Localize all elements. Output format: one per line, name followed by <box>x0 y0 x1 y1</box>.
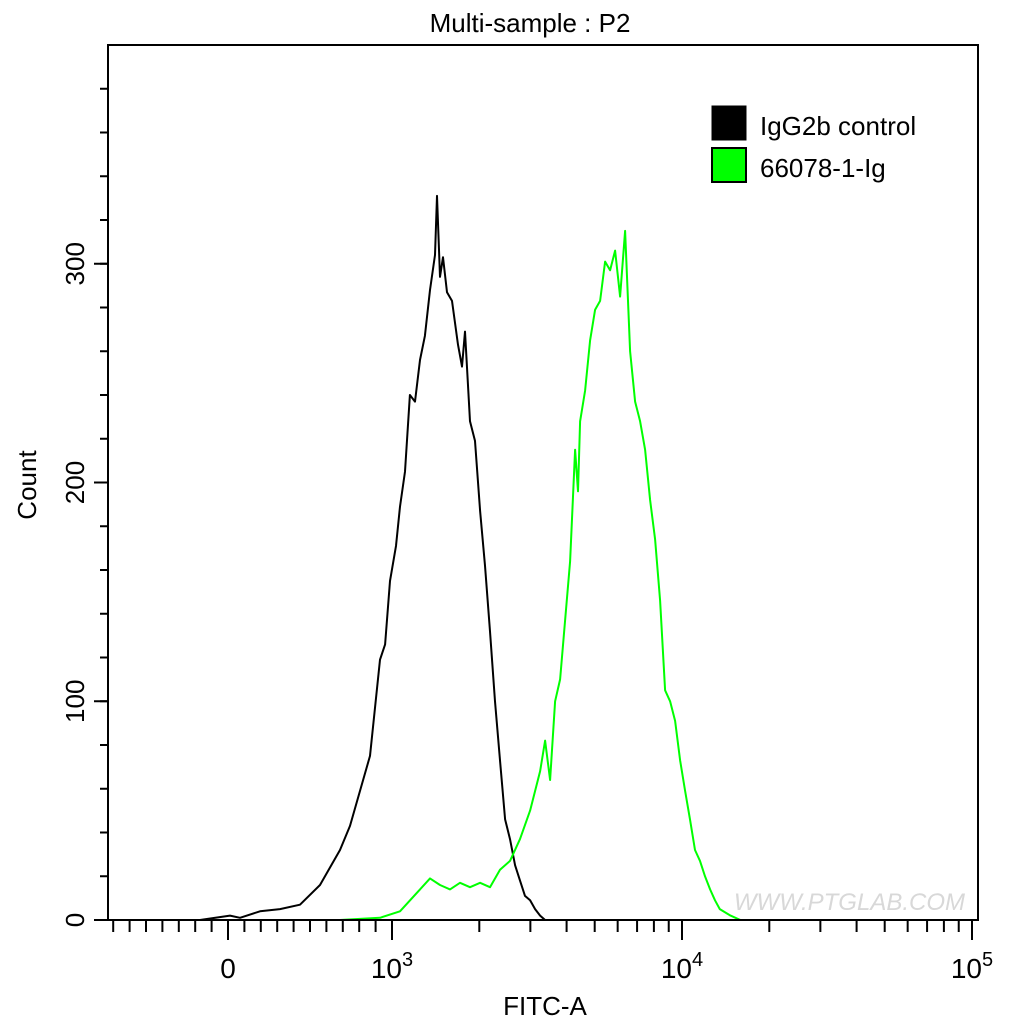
x-axis: 0 103 104 105 <box>112 920 993 984</box>
y-axis-label: Count <box>12 450 42 520</box>
x-axis-label: FITC-A <box>503 991 587 1021</box>
x-tick-label: 104 <box>661 949 703 984</box>
y-tick-label: 100 <box>60 680 90 723</box>
chart-title: Multi-sample : P2 <box>430 8 631 38</box>
y-tick-label: 0 <box>60 913 90 927</box>
y-tick-label: 300 <box>60 242 90 285</box>
watermark: WWW.PTGLAB.COM <box>734 889 965 916</box>
legend-swatch-66078-1-ig <box>711 147 747 183</box>
legend-label-66078-1-ig: 66078-1-Ig <box>760 153 886 183</box>
legend-label-igg2b-control: IgG2b control <box>760 111 916 141</box>
y-axis: 0 100 200 300 <box>60 87 108 927</box>
x-tick-label: 103 <box>371 949 413 984</box>
x-tick-label: 105 <box>951 949 993 984</box>
legend-swatch-igg2b-control <box>711 105 747 141</box>
series-layer <box>199 194 741 921</box>
x-tick-label: 0 <box>220 953 236 984</box>
series-line-1 <box>339 229 741 921</box>
series-line-0 <box>199 194 546 921</box>
y-tick-label: 200 <box>60 461 90 504</box>
legend: IgG2b control 66078-1-Ig <box>711 105 916 183</box>
